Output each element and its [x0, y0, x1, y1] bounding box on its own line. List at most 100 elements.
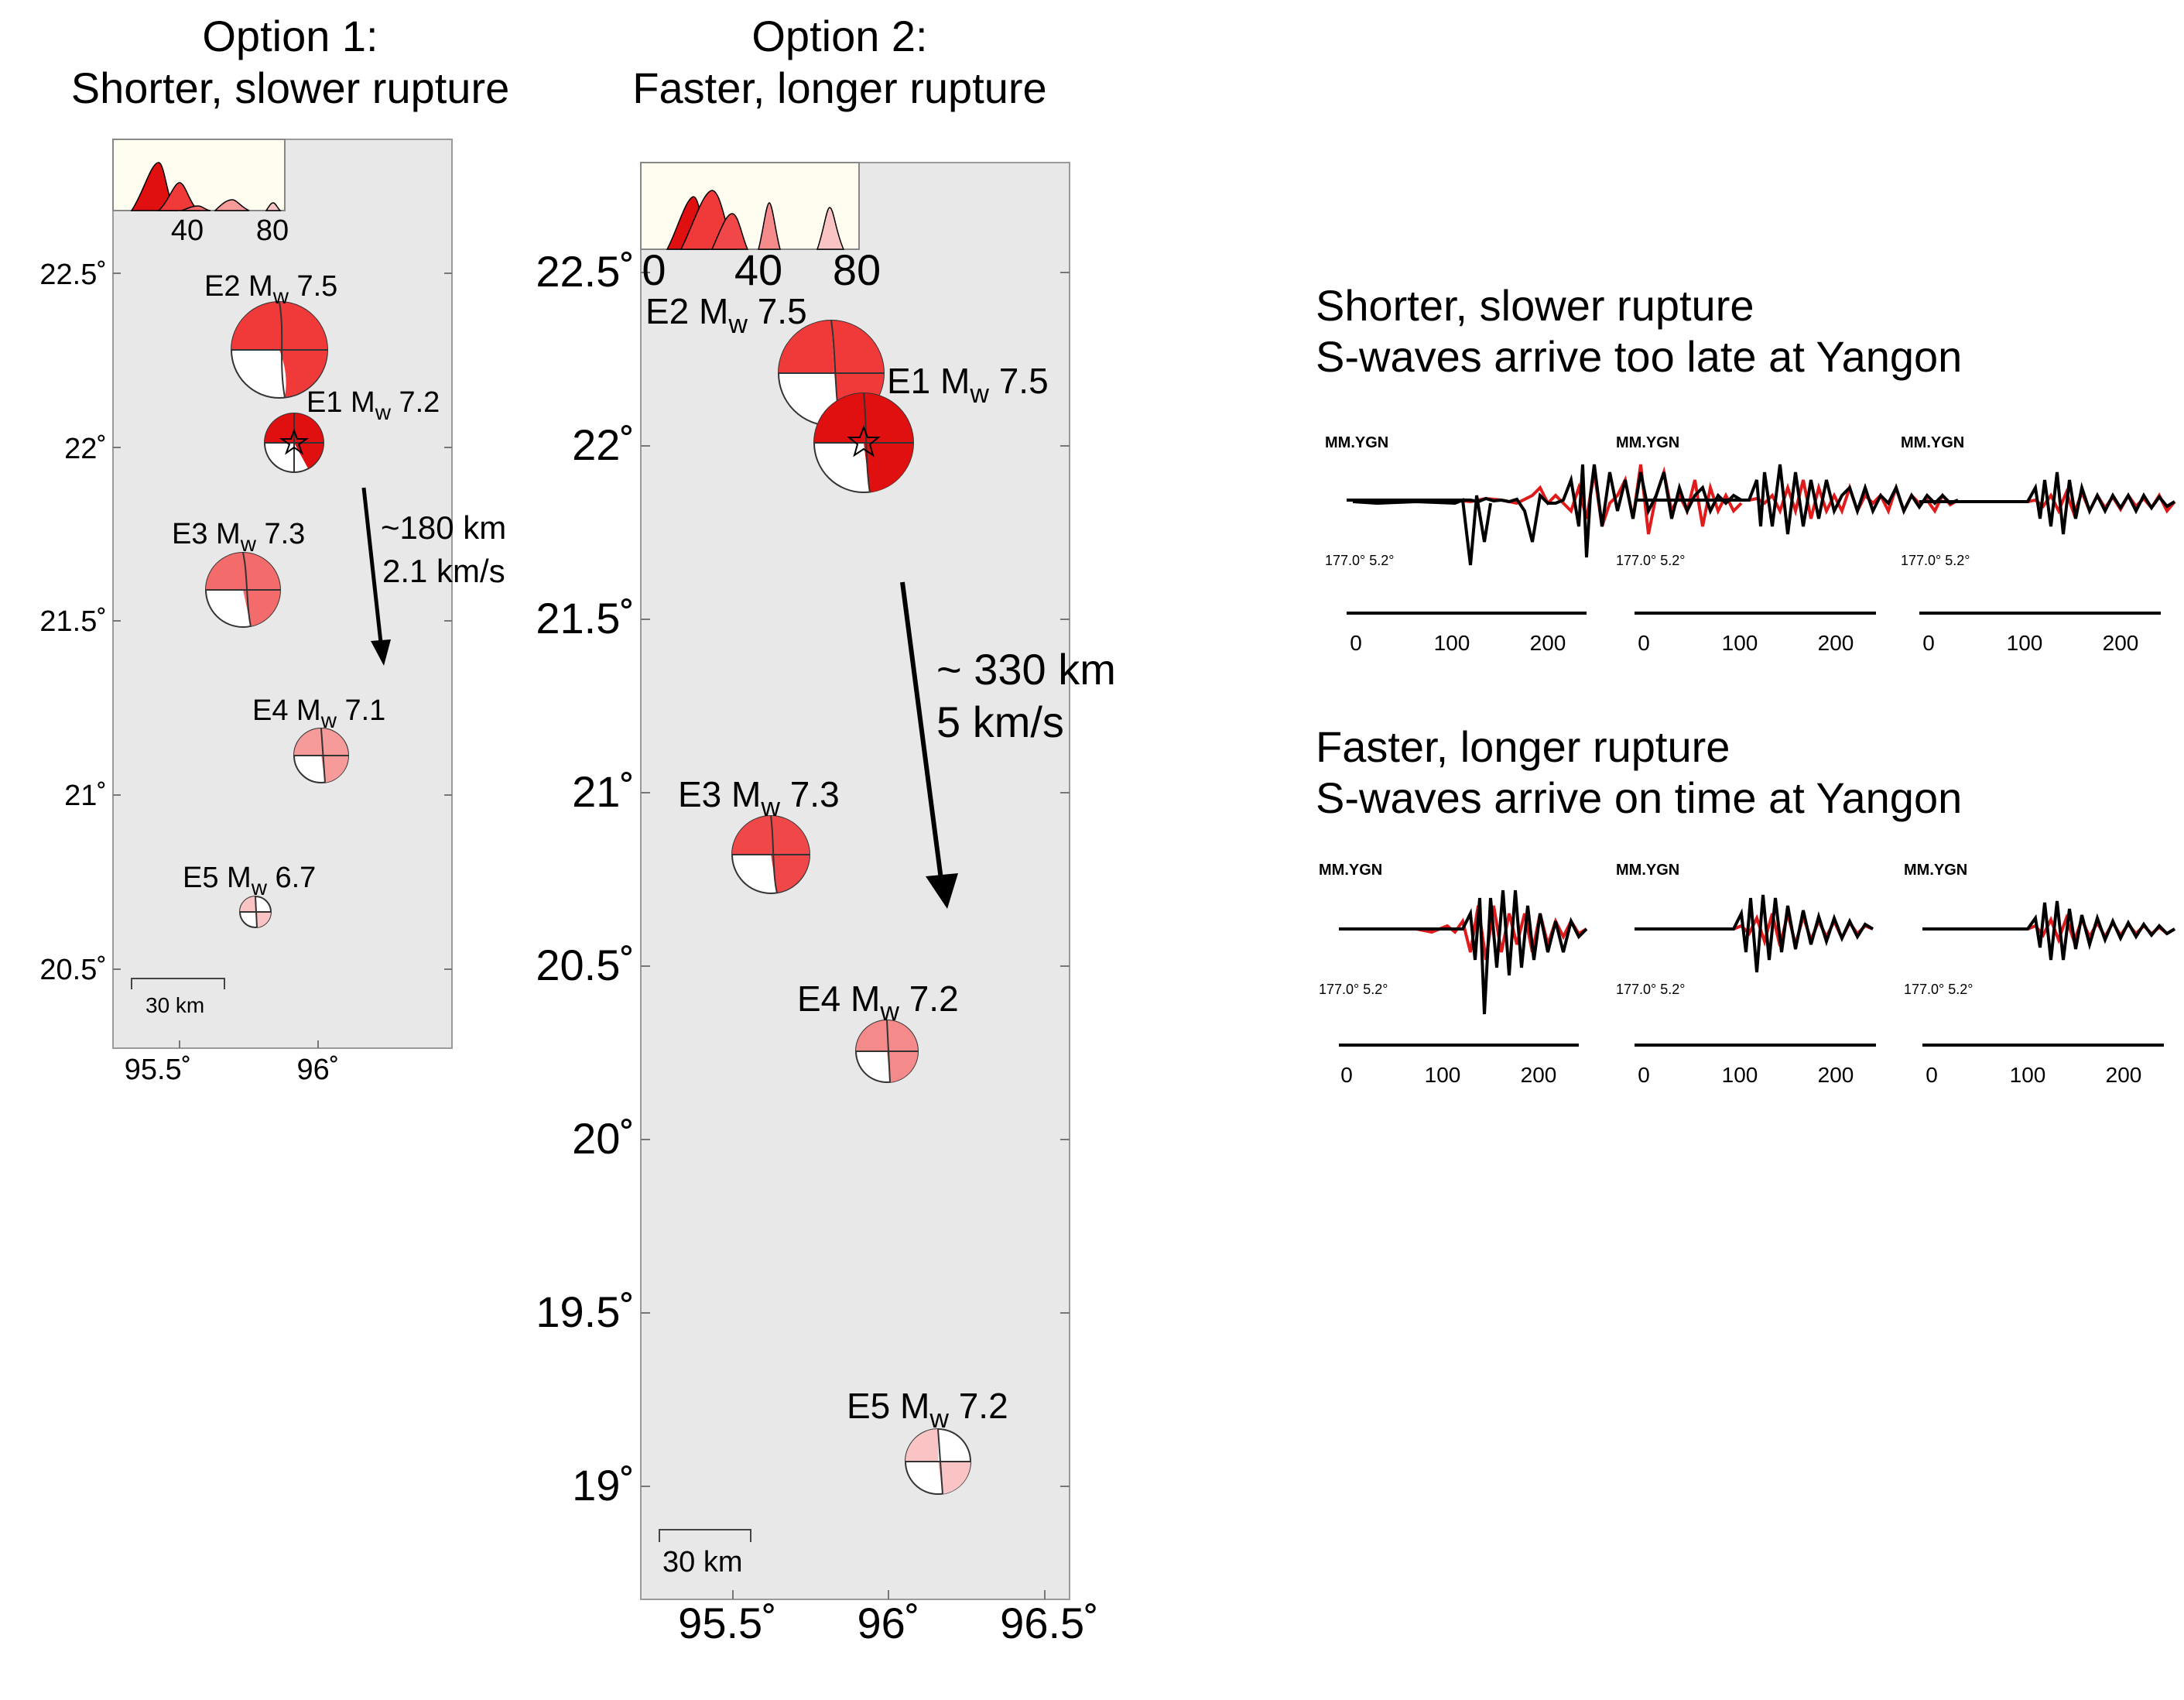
- time-tick: 0: [1926, 1063, 1938, 1087]
- option1-beachball-e5: [239, 896, 272, 928]
- station-angles: 177.0° 5.2°: [1616, 553, 1685, 568]
- option2-arrow-speed: 5 km/s: [936, 697, 1064, 746]
- option2-y-tick: 19˚: [572, 1461, 635, 1510]
- time-tick: 100: [1722, 631, 1758, 655]
- option1-y-tick: 21˚: [64, 780, 107, 812]
- station-angles: 177.0° 5.2°: [1319, 982, 1388, 997]
- waveform-panel: MM.YGN 177.0° 5.2° 0 100 200: [1319, 862, 1588, 1087]
- option2-title: Option 2:: [751, 12, 927, 60]
- station-code: MM.YGN: [1901, 434, 1964, 451]
- option1-y-tick: 22˚: [64, 433, 107, 465]
- time-tick: 100: [2010, 1063, 2046, 1087]
- station-angles: 177.0° 5.2°: [1325, 553, 1394, 568]
- option1-y-tick: 22.5˚: [39, 259, 107, 291]
- option1-event-label-e1: E1 Mw 7.2: [306, 386, 440, 424]
- waveform-panel: MM.YGN 177.0° 5.2° 0 100 200: [1901, 434, 2176, 655]
- waveform-section-top: Shorter, slower rupture S-waves arrive t…: [1316, 281, 2176, 655]
- option2-arrow-distance: ~ 330 km: [936, 645, 1116, 694]
- option2-event-label-e3: E3 Mw 7.3: [678, 774, 840, 822]
- option2-event-label-e1: E1 Mw 7.5: [887, 361, 1049, 409]
- option2-scale-bar: 30 km: [659, 1529, 751, 1578]
- time-tick: 100: [2007, 631, 2043, 655]
- option2-panel: Option 2: Faster, longer rupture 22.5˚ 2…: [536, 12, 1116, 1647]
- option1-y-tick: 20.5˚: [39, 954, 107, 986]
- time-tick: 200: [1521, 1063, 1557, 1087]
- option2-beachball-e1: [813, 392, 914, 493]
- station-code: MM.YGN: [1325, 434, 1388, 451]
- option2-inset-tick: 0: [642, 245, 666, 294]
- option1-propagation-arrow: [361, 487, 391, 666]
- time-tick: 100: [1722, 1063, 1758, 1087]
- option2-beachball-e3: [731, 815, 810, 894]
- time-tick: 0: [1350, 631, 1362, 655]
- option1-inset-tick: 80: [256, 214, 289, 247]
- svg-text:30 km: 30 km: [145, 993, 204, 1017]
- waveform-top-heading: Shorter, slower rupture: [1316, 281, 1754, 330]
- option1-arrow-distance: ~180 km: [381, 509, 506, 546]
- waveform-top-subheading: S-waves arrive too late at Yangon: [1316, 332, 1962, 381]
- station-angles: 177.0° 5.2°: [1904, 982, 1973, 997]
- waveform-bottom-subheading: S-waves arrive on time at Yangon: [1316, 773, 1962, 822]
- option1-panel: Option 1: Shorter, slower rupture 22.5˚ …: [39, 12, 509, 1086]
- option2-y-tick: 22˚: [572, 420, 635, 469]
- option1-event-label-e5: E5 Mw 6.7: [183, 862, 316, 900]
- option1-beachball-e2: [231, 301, 328, 399]
- option2-inset-tick: 40: [734, 245, 782, 294]
- time-tick: 200: [1530, 631, 1566, 655]
- station-angles: 177.0° 5.2°: [1616, 982, 1685, 997]
- option1-event-label-e3: E3 Mw 7.3: [172, 518, 305, 556]
- option2-event-label-e5: E5 Mw 7.2: [847, 1386, 1008, 1434]
- waveform-section-bottom: Faster, longer rupture S-waves arrive on…: [1316, 722, 2176, 1087]
- station-code: MM.YGN: [1616, 434, 1679, 451]
- time-tick: 0: [1638, 631, 1650, 655]
- option1-y-tickmarks: [113, 272, 452, 1048]
- option1-event-label-e4: E4 Mw 7.1: [252, 694, 385, 732]
- station-code: MM.YGN: [1904, 862, 1967, 879]
- option2-beachball-e4: [855, 1020, 919, 1083]
- option2-x-tick: 95.5˚: [678, 1599, 777, 1647]
- option1-arrow-speed: 2.1 km/s: [382, 553, 505, 589]
- time-tick: 200: [2103, 631, 2139, 655]
- option1-x-tick: 96˚: [297, 1054, 340, 1086]
- waveform-panel: MM.YGN 177.0° 5.2° 0 100 200: [1616, 434, 1960, 655]
- station-code: MM.YGN: [1616, 862, 1679, 879]
- time-tick: 0: [1638, 1063, 1650, 1087]
- time-tick: 0: [1340, 1063, 1353, 1087]
- option2-x-tick: 96.5˚: [1000, 1599, 1099, 1647]
- waveform-panel: MM.YGN 177.0° 5.2° 0 100 200: [1904, 862, 2176, 1087]
- option2-y-tick: 20.5˚: [536, 941, 635, 989]
- option1-map-frame: [112, 139, 453, 1049]
- option2-inset-tick: 80: [833, 245, 881, 294]
- option1-scale-bar: 30 km: [131, 978, 225, 1017]
- option2-moment-rate-inset: 0 40 80: [640, 162, 881, 294]
- option2-subtitle: Faster, longer rupture: [632, 63, 1046, 112]
- time-tick: 200: [2106, 1063, 2142, 1087]
- time-tick: 0: [1922, 631, 1935, 655]
- waveform-panel: MM.YGN 177.0° 5.2° 0 100 200: [1325, 434, 1743, 655]
- option1-title: Option 1:: [202, 12, 378, 60]
- option1-beachball-e1: [264, 413, 324, 473]
- option2-y-tick: 21˚: [572, 767, 635, 816]
- option1-event-label-e2: E2 Mw 7.5: [204, 270, 337, 308]
- svg-text:30 km: 30 km: [662, 1546, 742, 1578]
- option1-moment-rate-inset: 40 80: [112, 139, 289, 247]
- time-tick: 100: [1434, 631, 1470, 655]
- option2-y-tick: 20˚: [572, 1114, 635, 1163]
- time-tick: 100: [1425, 1063, 1461, 1087]
- station-angles: 177.0° 5.2°: [1901, 553, 1970, 568]
- time-tick: 200: [1818, 1063, 1854, 1087]
- option1-x-tick: 95.5˚: [125, 1054, 192, 1086]
- option1-beachball-e4: [293, 728, 349, 783]
- option2-y-tick: 19.5˚: [536, 1287, 635, 1336]
- option2-event-label-e2: E2 Mw 7.5: [645, 291, 807, 339]
- option1-y-tick: 21.5˚: [39, 605, 107, 638]
- waveform-panel: MM.YGN 177.0° 5.2° 0 100 200: [1616, 862, 1876, 1087]
- option2-x-tick: 96˚: [858, 1599, 920, 1647]
- option2-y-tick: 21.5˚: [536, 594, 635, 643]
- option2-tickmarks: [641, 272, 1070, 1599]
- waveform-bottom-heading: Faster, longer rupture: [1316, 722, 1730, 771]
- option2-propagation-arrow: [900, 581, 958, 909]
- option1-beachball-e3: [205, 552, 281, 628]
- station-code: MM.YGN: [1319, 862, 1382, 879]
